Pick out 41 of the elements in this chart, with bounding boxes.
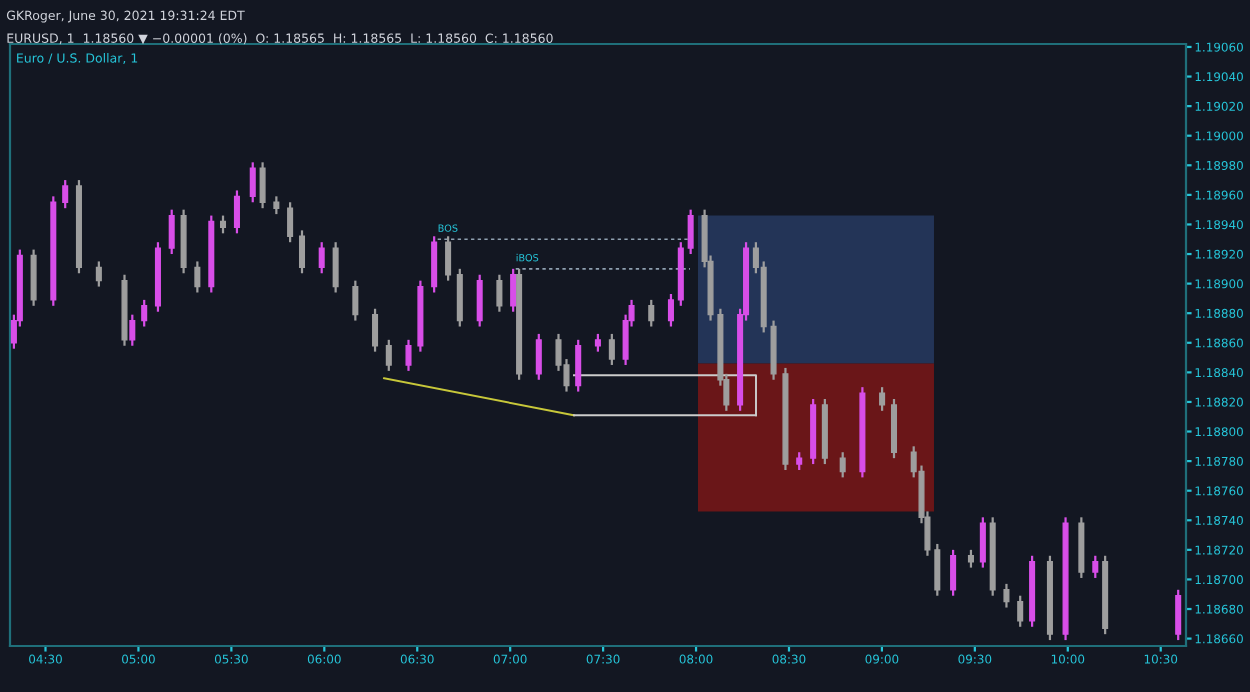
candlestick — [879, 386, 886, 412]
candlestick — [535, 332, 542, 381]
candlestick — [129, 313, 136, 347]
candlestick — [456, 267, 463, 328]
candlestick — [259, 161, 266, 210]
candlestick — [667, 292, 674, 328]
candlestick — [194, 260, 201, 294]
candlestick — [770, 319, 777, 381]
candlestick — [298, 229, 306, 275]
candlestick — [168, 208, 175, 256]
candlestick — [287, 201, 294, 244]
candlestick — [332, 241, 339, 294]
candlestick — [233, 189, 240, 235]
candlestick — [476, 273, 483, 328]
candlestick — [979, 516, 986, 569]
candlestick — [1017, 594, 1024, 628]
candlestick — [575, 338, 582, 393]
candlestick — [141, 298, 148, 328]
candlestick — [30, 248, 37, 307]
candlestick — [445, 235, 452, 282]
candlestick — [496, 273, 503, 313]
candlestick — [372, 307, 379, 353]
candlestick — [950, 548, 957, 597]
candlestick — [510, 267, 517, 313]
candlestick — [648, 298, 655, 328]
candlestick — [95, 260, 102, 288]
candlestick — [608, 332, 615, 367]
candlestick — [687, 208, 694, 256]
candlestick — [249, 161, 256, 204]
candlestick — [318, 241, 325, 275]
candlestick — [385, 338, 392, 372]
candlestick — [352, 279, 359, 322]
candlestick — [890, 397, 898, 460]
candlestick — [1092, 554, 1099, 580]
candlestick — [431, 235, 438, 294]
candlestick — [1175, 588, 1182, 642]
candlestick — [839, 451, 846, 479]
candlestick — [934, 542, 941, 597]
candlestick — [62, 178, 69, 210]
candlestick — [1003, 582, 1010, 609]
candlestick — [405, 338, 412, 372]
